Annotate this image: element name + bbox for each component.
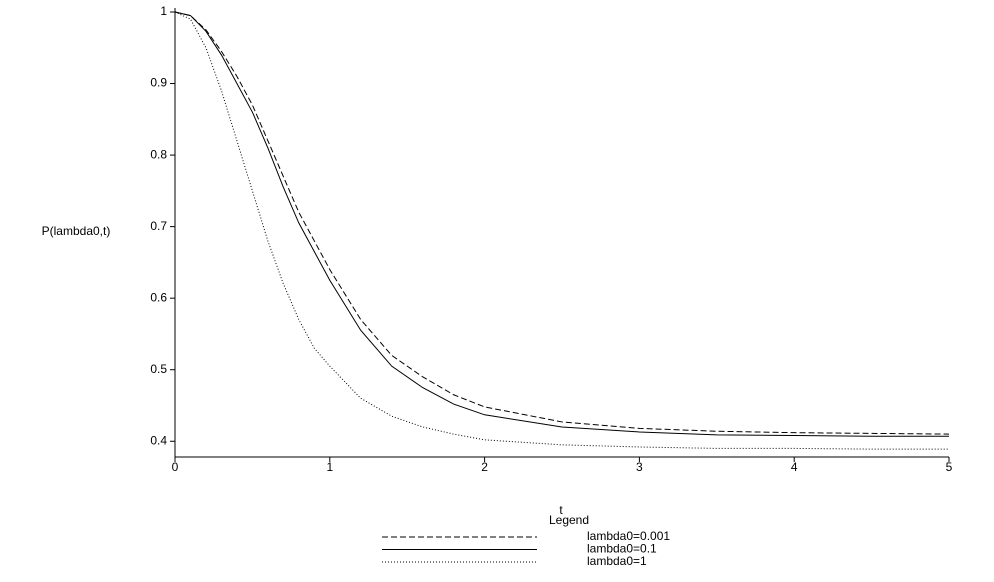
x-axis-label: t [559, 503, 563, 517]
x-tick-label: 1 [326, 460, 333, 474]
legend-label: lambda0=0.1 [587, 542, 657, 556]
y-tick-label: 0.8 [150, 147, 167, 161]
x-tick-label: 2 [481, 460, 488, 474]
y-tick-label: 0.6 [150, 290, 167, 304]
x-tick-label: 3 [636, 460, 643, 474]
y-tick-label: 1 [160, 4, 167, 18]
series-line [174, 11, 949, 437]
x-tick-label: 5 [946, 460, 953, 474]
y-tick-label: 0.9 [150, 76, 167, 90]
y-tick-label: 0.7 [150, 219, 167, 233]
y-axis-label: P(lambda0,t) [42, 224, 111, 238]
x-tick-label: 4 [791, 460, 798, 474]
x-tick-label: 0 [172, 460, 179, 474]
legend-label: lambda0=0.001 [587, 529, 670, 543]
y-tick-label: 0.4 [150, 433, 167, 447]
legend-title: Legend [549, 513, 589, 527]
series-line [174, 11, 949, 450]
y-tick-label: 0.5 [150, 362, 167, 376]
series-line [174, 11, 950, 435]
legend-label: lambda0=1 [587, 554, 647, 568]
